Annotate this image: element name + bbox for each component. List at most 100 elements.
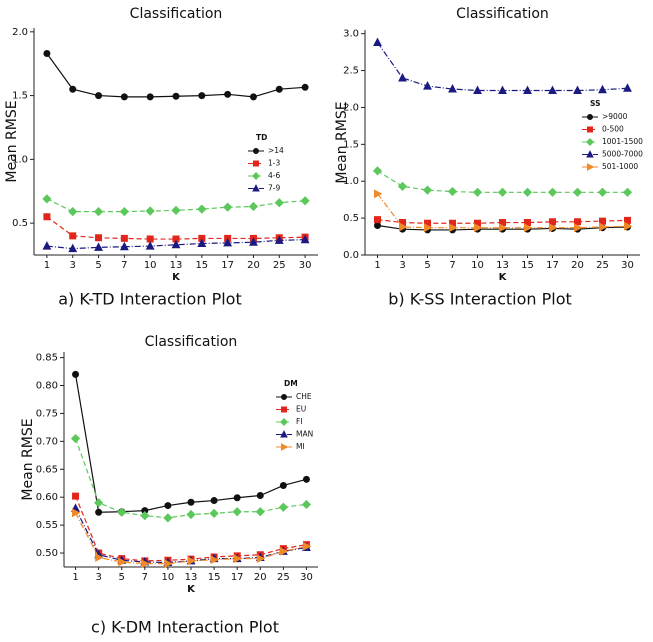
y-tick-label: 1.0 (12, 154, 28, 165)
marker (43, 213, 51, 221)
legend-label: MAN (296, 430, 313, 439)
x-tick-label: 17 (231, 572, 244, 583)
marker (274, 235, 284, 244)
y-tick-label: 0.55 (36, 520, 58, 531)
legend-label: 0-500 (602, 125, 624, 134)
x-tick-label: 3 (70, 260, 76, 271)
x-tick-label: 13 (496, 260, 509, 271)
marker (197, 238, 207, 248)
marker (249, 237, 258, 246)
marker (95, 553, 104, 562)
marker (549, 223, 558, 233)
x-tick-label: 5 (424, 260, 430, 271)
legend-label: 7-9 (268, 184, 280, 193)
y-tick-label: 0.60 (36, 492, 58, 503)
x-tick-label: 17 (221, 260, 234, 271)
legend-marker (252, 184, 260, 192)
legend-label: 5000-7000 (602, 150, 643, 159)
marker (424, 223, 433, 233)
marker (164, 559, 173, 569)
marker (140, 511, 150, 521)
marker (70, 433, 81, 444)
y-tick-label: 2.0 (343, 102, 359, 113)
marker (374, 216, 381, 224)
y-tick-label: 0.5 (12, 218, 28, 229)
legend-marker (280, 418, 288, 426)
marker (171, 239, 181, 249)
marker (94, 498, 104, 508)
marker (43, 50, 51, 58)
marker (95, 508, 103, 516)
chart-title: Classification (130, 6, 223, 22)
marker (72, 370, 80, 378)
series-line (46, 53, 306, 98)
marker (523, 85, 532, 94)
y-tick-label: 0.85 (36, 353, 58, 364)
marker (623, 83, 632, 92)
legend-label: 1-3 (268, 159, 280, 168)
marker (172, 92, 180, 100)
marker (548, 85, 557, 94)
marker (68, 207, 78, 217)
y-tick-label: 3.0 (343, 29, 359, 40)
marker (69, 85, 77, 93)
marker (448, 84, 457, 93)
legend-label: >14 (268, 146, 284, 155)
legend-marker (281, 406, 287, 413)
marker (141, 559, 150, 569)
y-tick-label: 2.5 (343, 66, 359, 77)
y-tick-label: 1.5 (12, 91, 28, 102)
marker (278, 502, 288, 512)
marker (233, 494, 241, 502)
legend-marker (587, 126, 593, 133)
marker (249, 93, 257, 101)
series-line (74, 374, 307, 513)
y-tick-label: 0.75 (36, 408, 58, 419)
marker (279, 481, 287, 489)
marker (256, 492, 264, 500)
legend-label: MI (296, 442, 305, 451)
x-tick-label: 1 (374, 260, 380, 271)
marker (372, 166, 383, 176)
marker (373, 37, 382, 47)
legend-title: SS (590, 99, 600, 108)
x-tick-label: 10 (162, 572, 175, 583)
marker (117, 507, 127, 517)
legend-marker (252, 172, 260, 180)
marker (397, 181, 408, 192)
marker (624, 221, 633, 231)
marker (549, 218, 556, 226)
marker (232, 507, 242, 517)
legend-marker (281, 394, 287, 400)
marker (146, 93, 154, 101)
marker (223, 237, 233, 247)
x-tick-label: 15 (521, 260, 534, 271)
marker (72, 508, 81, 518)
marker (210, 555, 220, 565)
x-tick-label: 20 (254, 572, 267, 583)
marker (119, 207, 129, 217)
marker (524, 223, 533, 233)
marker (447, 186, 458, 197)
legend-label: CHE (296, 392, 312, 401)
legend-marker (587, 163, 595, 171)
y-tick-label: 0.70 (36, 436, 58, 447)
marker (599, 222, 608, 232)
marker (279, 546, 289, 556)
x-axis-label: K (172, 272, 181, 283)
legend-label: >9000 (602, 112, 628, 121)
marker (120, 93, 128, 101)
marker (186, 509, 196, 520)
legend-marker (281, 443, 289, 451)
x-tick-label: 17 (546, 260, 559, 271)
marker (449, 223, 458, 233)
legend-title: TD (256, 133, 267, 142)
marker (233, 554, 243, 564)
marker (302, 541, 312, 551)
marker (145, 206, 155, 216)
y-tick-label: 0.0 (343, 250, 359, 261)
marker (171, 205, 181, 215)
caption: c) K-DM Interaction Plot (91, 618, 279, 637)
y-axis-label: Mean RMSE (4, 100, 20, 182)
